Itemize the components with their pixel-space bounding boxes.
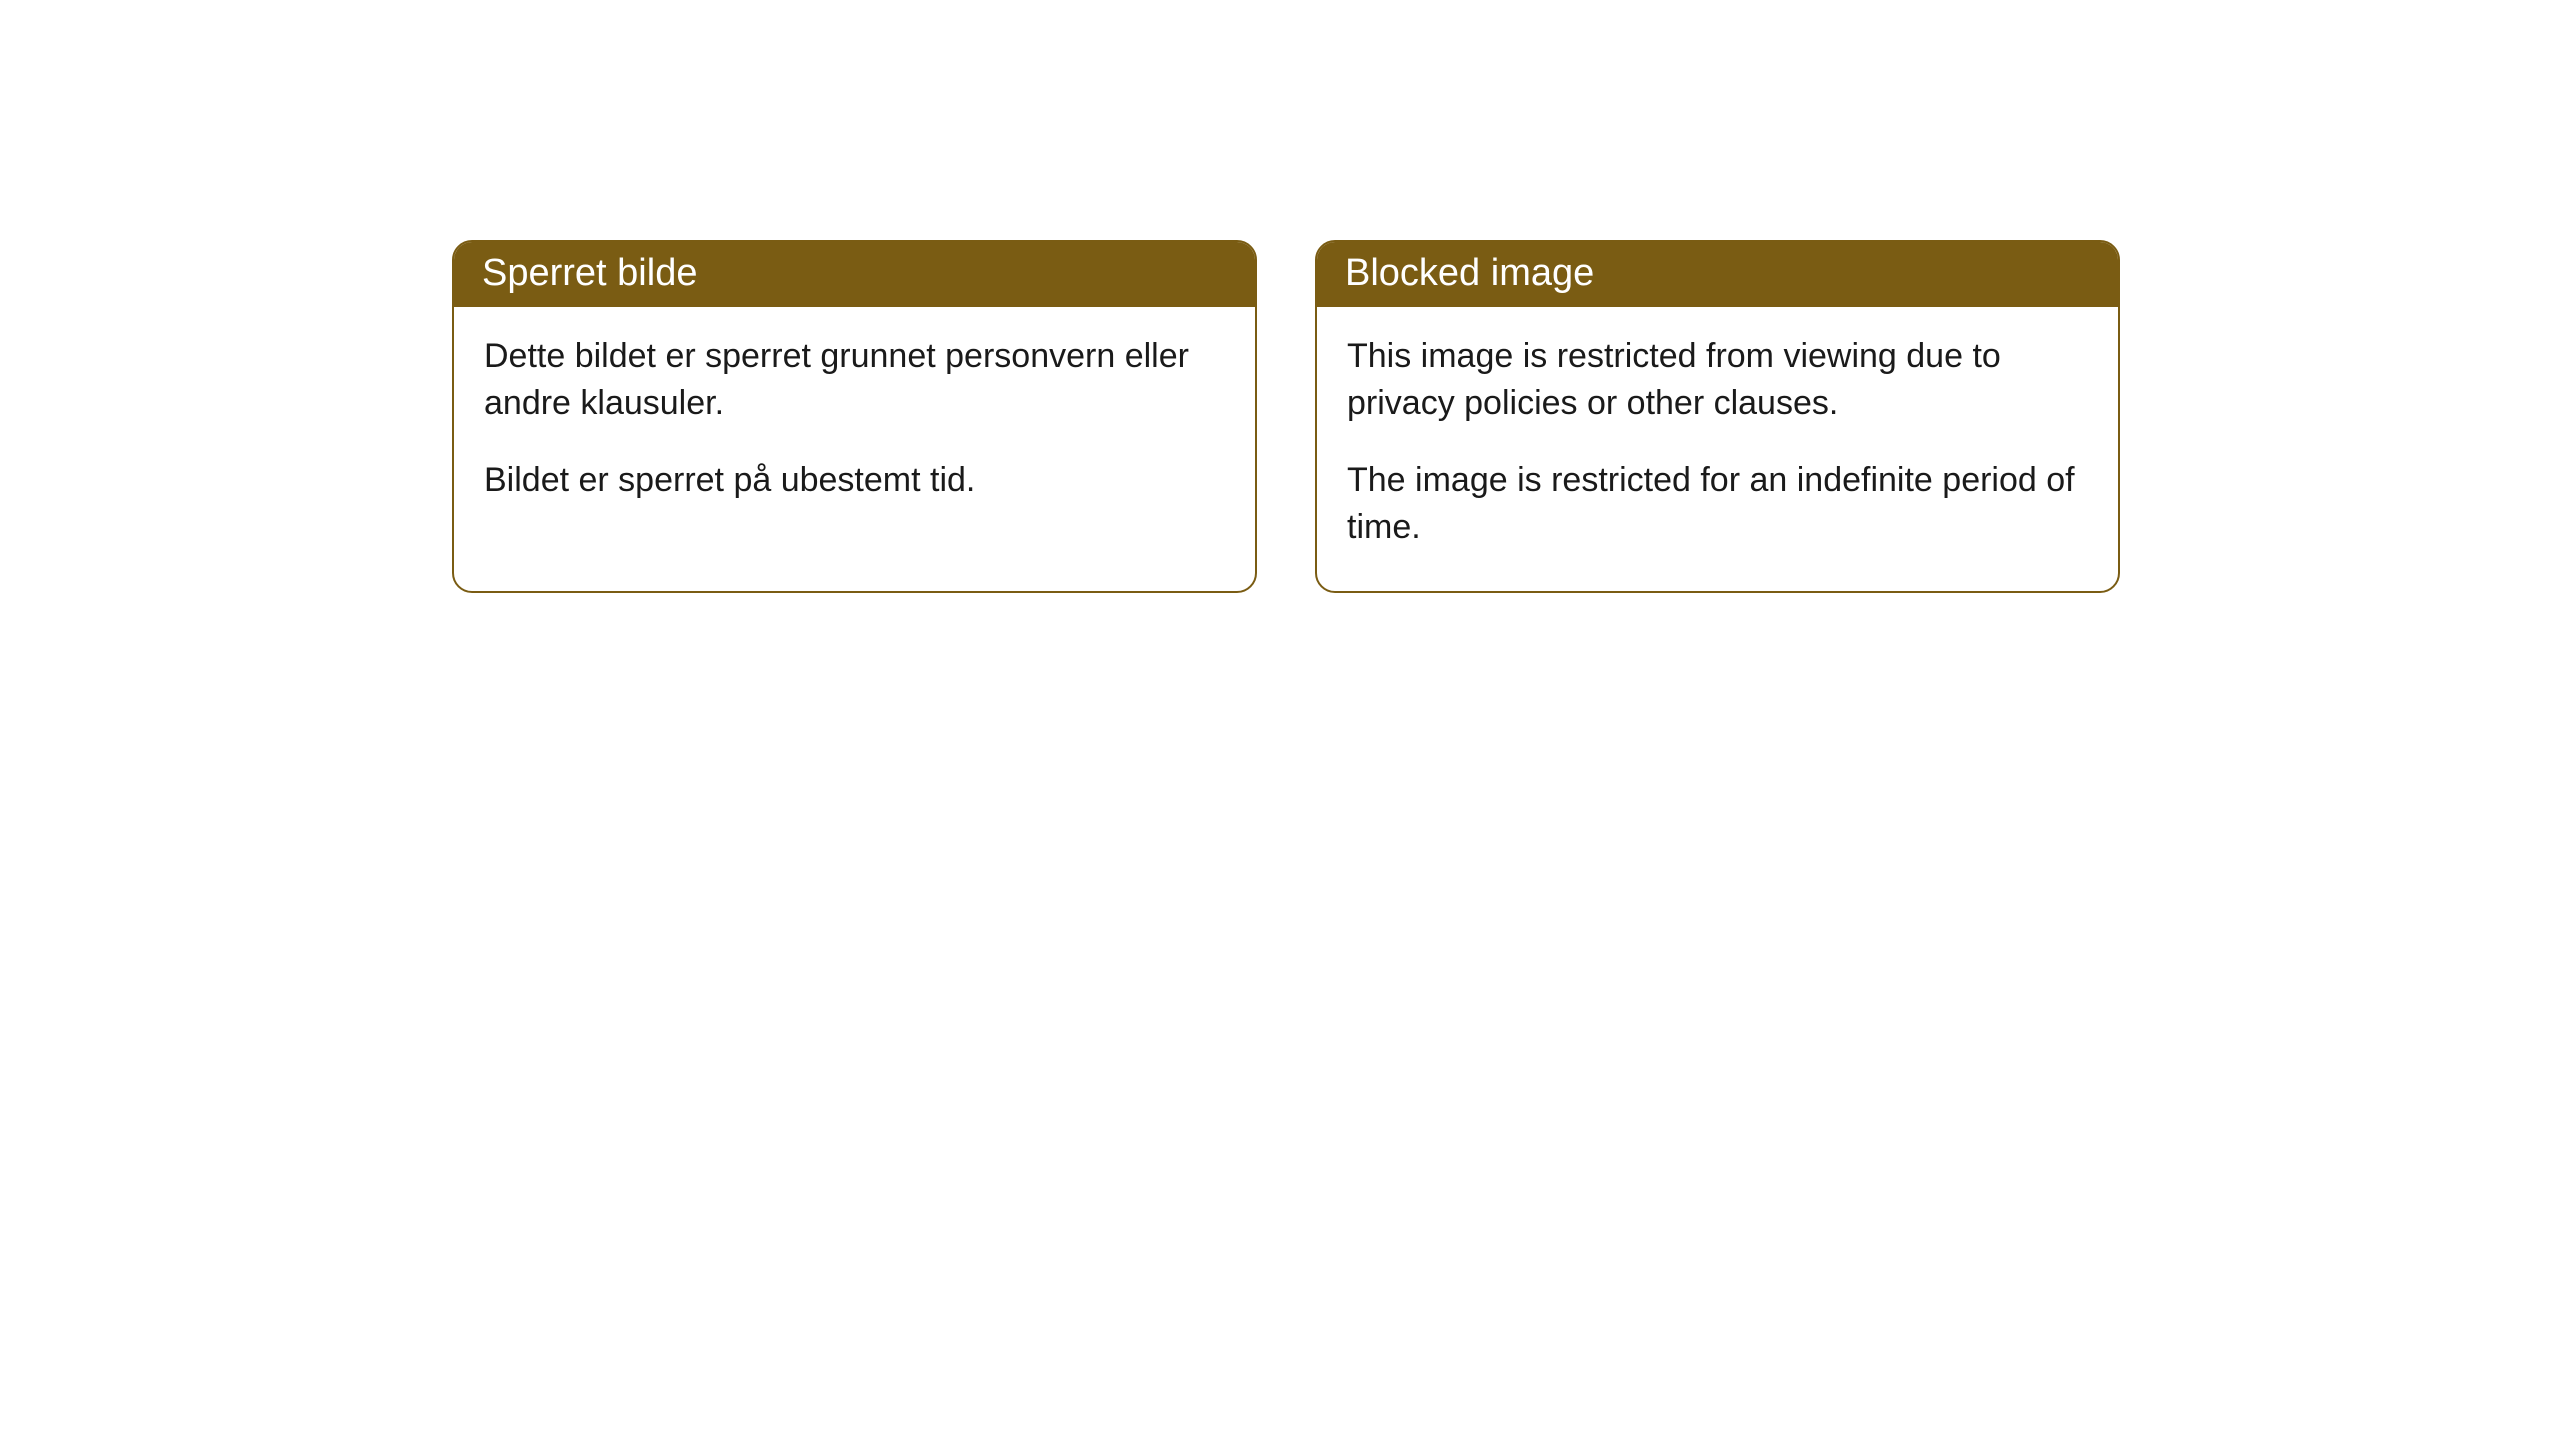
notice-cards-container: Sperret bilde Dette bildet er sperret gr… <box>452 240 2120 593</box>
notice-card-norwegian: Sperret bilde Dette bildet er sperret gr… <box>452 240 1257 593</box>
notice-card-english: Blocked image This image is restricted f… <box>1315 240 2120 593</box>
card-header-norwegian: Sperret bilde <box>454 242 1255 307</box>
card-body-english: This image is restricted from viewing du… <box>1317 307 2118 591</box>
card-paragraph: The image is restricted for an indefinit… <box>1347 457 2088 551</box>
card-paragraph: This image is restricted from viewing du… <box>1347 333 2088 427</box>
card-header-english: Blocked image <box>1317 242 2118 307</box>
card-title: Sperret bilde <box>482 252 697 294</box>
card-paragraph: Bildet er sperret på ubestemt tid. <box>484 457 1225 504</box>
card-body-norwegian: Dette bildet er sperret grunnet personve… <box>454 307 1255 544</box>
card-paragraph: Dette bildet er sperret grunnet personve… <box>484 333 1225 427</box>
card-title: Blocked image <box>1345 252 1594 294</box>
